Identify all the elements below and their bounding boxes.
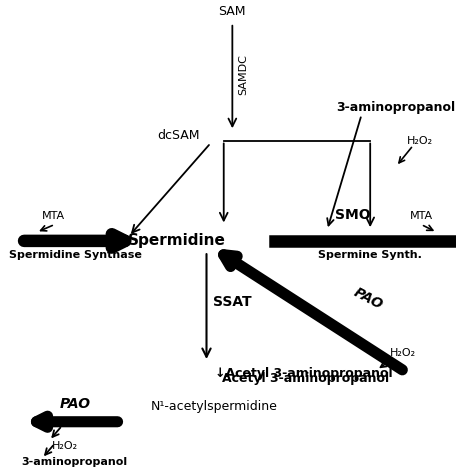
Text: dcSAM: dcSAM bbox=[157, 129, 200, 142]
Text: H₂O₂: H₂O₂ bbox=[51, 441, 78, 451]
Text: MTA: MTA bbox=[42, 210, 65, 220]
Text: Spermine Synth.: Spermine Synth. bbox=[318, 250, 422, 260]
Text: SAMDC: SAMDC bbox=[238, 54, 248, 95]
Text: Spermidine Synthase: Spermidine Synthase bbox=[9, 250, 142, 260]
Text: N¹-acetylspermidine: N¹-acetylspermidine bbox=[151, 400, 277, 413]
Text: H₂O₂: H₂O₂ bbox=[407, 136, 433, 146]
Text: H₂O₂: H₂O₂ bbox=[390, 347, 416, 357]
Text: 3-aminopropanol: 3-aminopropanol bbox=[21, 457, 128, 467]
Text: Acetyl 3-aminopropanol: Acetyl 3-aminopropanol bbox=[221, 372, 389, 385]
Text: ↓Acetyl 3-aminopropanol: ↓Acetyl 3-aminopropanol bbox=[215, 367, 393, 380]
Text: SAM: SAM bbox=[219, 5, 246, 18]
Text: Spermidine: Spermidine bbox=[128, 233, 225, 248]
Text: MTA: MTA bbox=[410, 210, 433, 220]
Text: SSAT: SSAT bbox=[213, 295, 252, 309]
Text: PAO: PAO bbox=[60, 397, 91, 411]
Text: SMO: SMO bbox=[335, 208, 371, 221]
Text: 3-aminopropanol: 3-aminopropanol bbox=[336, 101, 455, 114]
Text: PAO: PAO bbox=[351, 285, 385, 312]
